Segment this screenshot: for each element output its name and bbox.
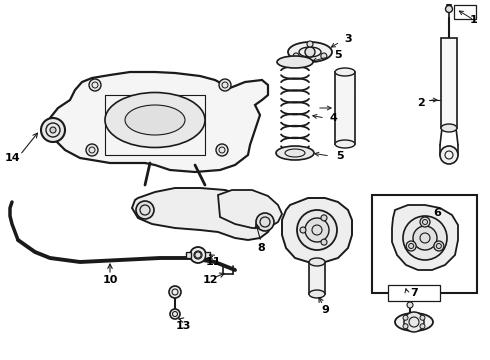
Bar xyxy=(335,72,355,144)
Circle shape xyxy=(256,213,274,231)
Circle shape xyxy=(413,226,437,250)
Circle shape xyxy=(403,315,408,320)
Ellipse shape xyxy=(309,290,325,298)
Bar xyxy=(388,285,440,301)
Circle shape xyxy=(404,312,424,332)
Ellipse shape xyxy=(335,68,355,76)
Text: 7: 7 xyxy=(410,288,418,298)
Circle shape xyxy=(307,41,313,47)
Ellipse shape xyxy=(441,124,457,132)
Text: 8: 8 xyxy=(257,243,265,253)
Circle shape xyxy=(89,79,101,91)
Circle shape xyxy=(440,146,458,164)
Circle shape xyxy=(41,118,65,142)
Circle shape xyxy=(305,218,329,242)
Ellipse shape xyxy=(105,93,205,148)
Circle shape xyxy=(50,127,56,133)
Circle shape xyxy=(170,309,180,319)
Circle shape xyxy=(216,144,228,156)
Circle shape xyxy=(420,324,425,329)
Circle shape xyxy=(420,217,430,227)
Text: 6: 6 xyxy=(433,208,441,218)
Bar xyxy=(454,5,476,19)
Ellipse shape xyxy=(190,247,206,263)
Circle shape xyxy=(407,302,413,308)
Circle shape xyxy=(420,315,425,320)
Circle shape xyxy=(293,53,299,59)
Text: 12: 12 xyxy=(202,275,218,285)
Circle shape xyxy=(403,324,408,329)
Circle shape xyxy=(86,144,98,156)
Bar xyxy=(186,252,191,258)
Polygon shape xyxy=(282,198,352,262)
Circle shape xyxy=(434,241,444,251)
Ellipse shape xyxy=(395,313,433,331)
Text: 11: 11 xyxy=(205,257,221,267)
Text: 5: 5 xyxy=(336,151,344,161)
Text: 10: 10 xyxy=(102,275,118,285)
Bar xyxy=(372,195,477,293)
Circle shape xyxy=(169,286,181,298)
Text: 9: 9 xyxy=(321,305,329,315)
Polygon shape xyxy=(392,205,458,270)
Text: 1: 1 xyxy=(470,15,478,25)
Text: 14: 14 xyxy=(4,153,20,163)
Polygon shape xyxy=(218,190,282,228)
Polygon shape xyxy=(48,72,268,172)
Text: 2: 2 xyxy=(417,98,425,108)
Circle shape xyxy=(321,239,327,245)
Ellipse shape xyxy=(277,56,313,68)
Circle shape xyxy=(300,227,306,233)
Circle shape xyxy=(195,252,201,258)
Polygon shape xyxy=(132,188,272,240)
Text: 3: 3 xyxy=(344,34,352,44)
Ellipse shape xyxy=(288,42,332,62)
Circle shape xyxy=(136,201,154,219)
Text: 4: 4 xyxy=(329,113,337,123)
Bar xyxy=(309,262,325,294)
Bar xyxy=(205,252,210,258)
Bar xyxy=(441,38,457,128)
Circle shape xyxy=(403,216,447,260)
Ellipse shape xyxy=(309,258,325,266)
Ellipse shape xyxy=(335,140,355,148)
Circle shape xyxy=(305,47,315,57)
Text: 5: 5 xyxy=(334,50,342,60)
Circle shape xyxy=(445,5,452,13)
Circle shape xyxy=(297,210,337,250)
Ellipse shape xyxy=(276,146,314,160)
Circle shape xyxy=(219,79,231,91)
Circle shape xyxy=(406,241,416,251)
Circle shape xyxy=(321,53,327,59)
Circle shape xyxy=(321,215,327,221)
Ellipse shape xyxy=(125,105,185,135)
Text: 13: 13 xyxy=(175,321,191,331)
